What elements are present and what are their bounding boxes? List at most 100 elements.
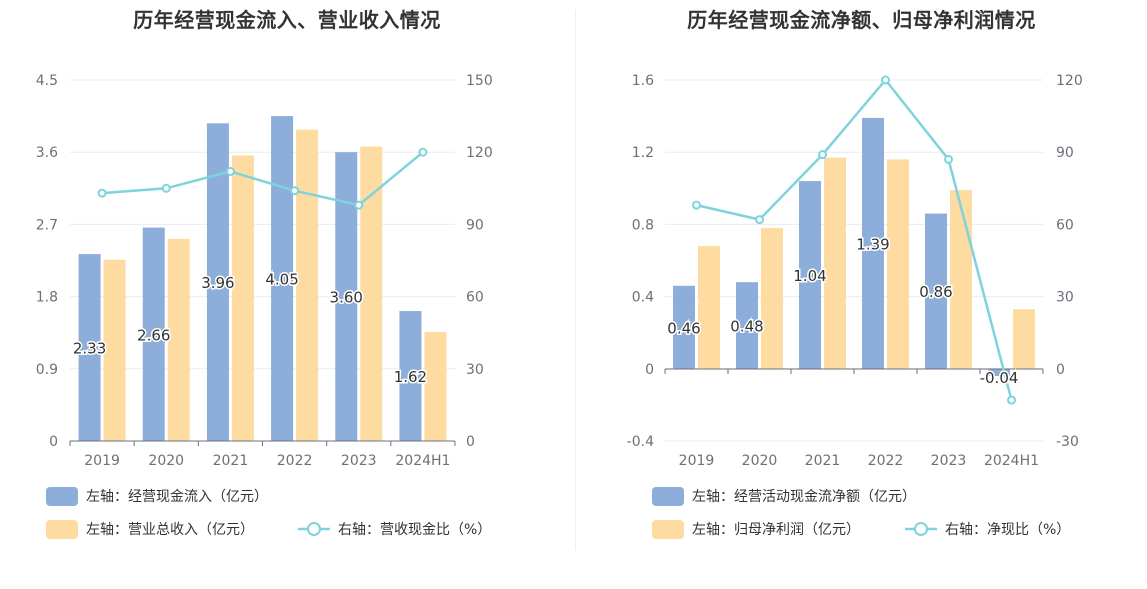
line-point: [881, 75, 890, 85]
data-label: 1.04: [793, 267, 826, 285]
legend-label: 右轴：净现比（%）: [945, 522, 1070, 538]
legend-label: 左轴：经营现金流入（亿元）: [86, 489, 268, 505]
chart-canvas: -0.4 0 0.4 0.8 1.2 1.6 -30 0 30 60 90 120 2019 2020 20…: [627, 73, 1083, 539]
line-point: [225, 166, 235, 176]
data-label: 0.86: [919, 283, 952, 301]
line-series: [101, 151, 424, 207]
chart-panel-net-cashflow: 历年经营现金流净额、归母净利润情况 -0.4 0 0.4 0.8 1.2 1.6 -30 0 3…: [576, 0, 1147, 560]
left-axis-tick-label: 4.5: [36, 73, 58, 89]
bar-series-2: [231, 155, 254, 442]
line-point: [1007, 395, 1016, 405]
line-point: [161, 183, 171, 193]
right-axis-tick-label: 120: [1056, 73, 1083, 89]
x-axis-tick-label: 2023: [341, 453, 377, 469]
x-axis-tick-label: 2023: [931, 453, 967, 469]
bar-series-2: [424, 331, 447, 441]
legend-line-marker: [914, 522, 928, 536]
chart-title: 历年经营现金流净额、归母净利润情况: [687, 8, 1036, 32]
line-point: [418, 147, 428, 157]
x-axis-tick-label: 2020: [148, 453, 184, 469]
left-axis-tick-label: 0: [645, 362, 654, 378]
data-label: 2.33: [73, 340, 106, 358]
bar-series-2: [296, 129, 319, 441]
legend-label: 左轴：归母净利润（亿元）: [692, 521, 860, 538]
legend-label: 左轴：经营活动现金流净额（亿元）: [692, 489, 916, 505]
left-axis-tick-label: 1.6: [632, 73, 654, 89]
x-axis-tick-label: 2020: [742, 453, 778, 469]
line-point: [944, 154, 953, 164]
bar-series-1: [206, 123, 229, 441]
x-axis-tick-label: 2022: [868, 453, 904, 469]
data-label: 3.96: [201, 274, 234, 292]
line-point: [97, 188, 107, 198]
bar-series-1: [142, 227, 165, 441]
bar-series-2: [698, 246, 720, 369]
bar-series-2: [950, 190, 972, 369]
bar-series-1: [78, 254, 101, 441]
chart-panel-operating-inflow: 历年经营现金流入、营业收入情况 0 0.9 1.8 2.7 3.6 4.5 0 30 60 90 1…: [0, 0, 574, 560]
right-axis-tick-label: -30: [1056, 434, 1079, 450]
legend-swatch: [46, 487, 78, 506]
left-axis-tick-label: 0.4: [632, 290, 654, 306]
legend-swatch: [652, 487, 684, 506]
x-axis-tick-label: 2024H1: [984, 453, 1039, 469]
right-axis-tick-label: 90: [466, 217, 484, 233]
left-axis-tick-label: -0.4: [627, 434, 654, 450]
right-axis-tick-label: 30: [466, 362, 484, 378]
bar-series-2: [824, 157, 846, 369]
bar-series-2: [1013, 309, 1035, 369]
bar-series-2: [167, 238, 190, 441]
bar-series-2: [360, 146, 383, 441]
right-axis-tick-label: 150: [466, 73, 493, 89]
right-axis-tick-label: 60: [466, 290, 484, 306]
line-point: [818, 150, 827, 160]
line-point: [692, 200, 701, 210]
left-axis-tick-label: 1.8: [36, 290, 58, 306]
legend-label: 左轴：营业总收入（亿元）: [86, 522, 254, 538]
data-label: -0.04: [980, 369, 1019, 387]
legend-label: 右轴：营收现金比（%）: [338, 522, 491, 538]
line-point: [755, 215, 764, 225]
chart-canvas: 0 0.9 1.8 2.7 3.6 4.5 0 30 60 90 120 150 2019 2020 202…: [36, 73, 493, 539]
bar-series-1: [335, 152, 358, 441]
right-axis-tick-label: 90: [1056, 145, 1074, 161]
bar-series-1: [271, 116, 294, 441]
data-label: 1.39: [856, 235, 889, 253]
x-axis-tick-label: 2021: [213, 453, 249, 469]
left-axis-tick-label: 0.9: [36, 362, 58, 378]
right-axis-tick-label: 0: [1056, 362, 1065, 378]
right-axis-tick-label: 60: [1056, 217, 1074, 233]
line-series: [696, 78, 1013, 401]
data-label: 0.46: [667, 319, 700, 337]
panel-divider: [575, 10, 576, 550]
legend-line-marker: [307, 522, 321, 536]
bar-series-1: [399, 311, 422, 441]
right-axis-tick-label: 120: [466, 145, 493, 161]
left-axis-tick-label: 0: [49, 434, 58, 450]
bar-series-2: [103, 259, 126, 441]
x-axis-tick-label: 2021: [805, 453, 841, 469]
line-point: [354, 200, 364, 210]
data-label: 4.05: [265, 271, 298, 289]
bar-series-2: [761, 228, 783, 369]
left-axis-tick-label: 0.8: [632, 217, 654, 233]
data-label: 0.48: [730, 317, 763, 335]
bar-series-1: [736, 282, 758, 369]
bar-series-1: [925, 213, 947, 369]
x-axis-tick-label: 2019: [679, 453, 715, 469]
right-axis-tick-label: 0: [466, 434, 475, 450]
legend-swatch: [46, 520, 78, 539]
x-axis-tick-label: 2024H1: [395, 453, 450, 469]
right-axis-tick-label: 30: [1056, 290, 1074, 306]
bar-series-1: [862, 117, 884, 369]
bar-series-1: [799, 181, 821, 369]
bar-series-2: [887, 159, 909, 369]
bar-series-1: [988, 368, 1010, 377]
left-axis-tick-label: 2.7: [36, 217, 58, 233]
data-label: 3.60: [330, 289, 363, 307]
x-axis-tick-label: 2019: [84, 453, 120, 469]
x-axis-tick-label: 2022: [277, 453, 313, 469]
bar-series-1: [673, 285, 695, 369]
data-label: 1.62: [394, 368, 427, 386]
chart-title: 历年经营现金流入、营业收入情况: [133, 8, 441, 32]
